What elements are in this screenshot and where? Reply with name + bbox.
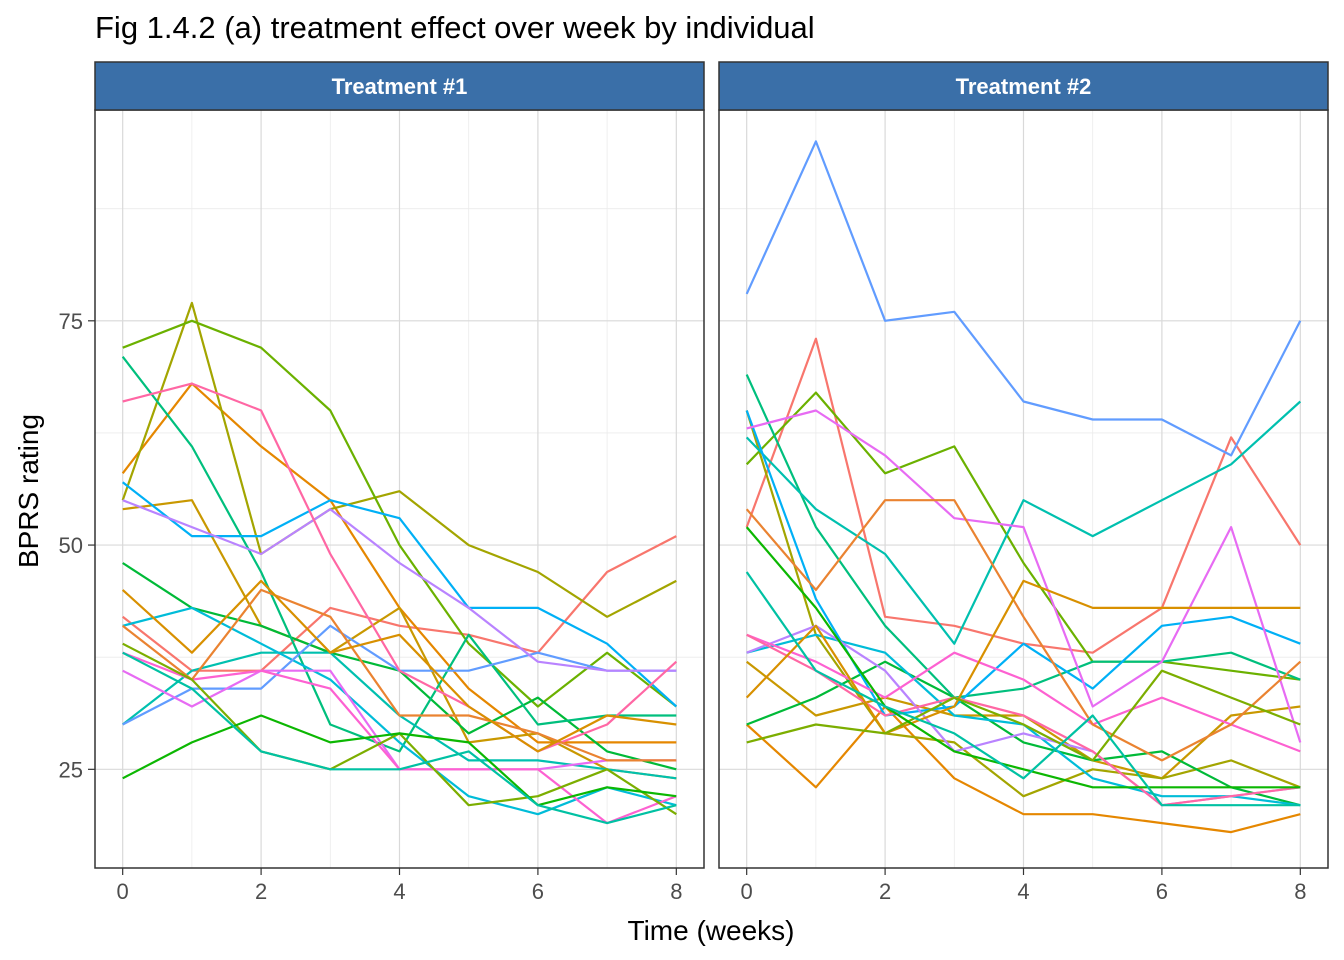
series-line-2-16 [745,499,1302,762]
series-line-1-15 [122,382,678,753]
x-tick-label: 4 [1017,879,1029,904]
series-line-1-9 [122,606,677,816]
series-line-2-4 [745,410,1301,798]
x-tick-label: 2 [255,879,267,904]
series-line-1-3 [122,499,677,780]
facet-strip [94,61,705,111]
series-line-2-20 [745,571,1301,807]
x-tick-label: 4 [393,879,405,904]
series-line-2-5 [745,391,1301,681]
series-line-1-1 [122,535,677,672]
x-axis-label: Time (weeks) [628,915,795,946]
series-line-1-4 [121,301,677,618]
x-tick-label: 6 [1156,879,1168,904]
series-line-2-18 [746,669,1301,762]
series-line-1-17 [121,579,677,753]
x-tick-label: 0 [117,879,129,904]
facet-strip-label: Treatment #1 [332,74,468,99]
y-tick-label: 75 [59,309,83,334]
facet-panel-1: Treatment #1 0 2 4 6 8 25 50 75 [59,61,705,904]
x-tick-label: 6 [532,879,544,904]
y-axis-label: BPRS rating [13,414,44,568]
chart-title: Fig 1.4.2 (a) treatment effect over week… [95,10,815,45]
facet-panels: Treatment #1 0 2 4 6 8 25 50 75 Treatment #2 0 2 4 6 8 [59,61,1329,904]
y-tick-label: 25 [59,757,83,782]
facet-panel-2: Treatment #2 0 2 4 6 8 [718,61,1329,904]
series-line-1-16 [122,588,677,762]
series-line-2-17 [745,579,1301,735]
y-tick-label: 50 [59,533,83,558]
x-tick-label: 0 [741,879,753,904]
series-line-2-8 [745,400,1302,645]
series-line-2-13 [746,409,1302,743]
series-line-2-19 [745,526,1301,789]
facet-strip [718,61,1329,111]
series-line-1-5 [122,319,677,708]
series-line-1-7 [121,356,677,753]
x-tick-label: 2 [879,879,891,904]
series-line-1-19 [122,714,677,807]
series-line-2-11 [745,140,1302,457]
series-line-2-14 [746,633,1301,753]
series-line-1-12 [122,499,677,672]
x-tick-label: 8 [670,879,682,904]
x-tick-label: 8 [1294,879,1306,904]
series-line-1-20 [122,651,677,825]
series-line-2-2 [745,705,1301,834]
facet-strip-label: Treatment #2 [956,74,1092,99]
series-line-2-15 [746,633,1301,807]
series-line-2-10 [745,410,1301,717]
